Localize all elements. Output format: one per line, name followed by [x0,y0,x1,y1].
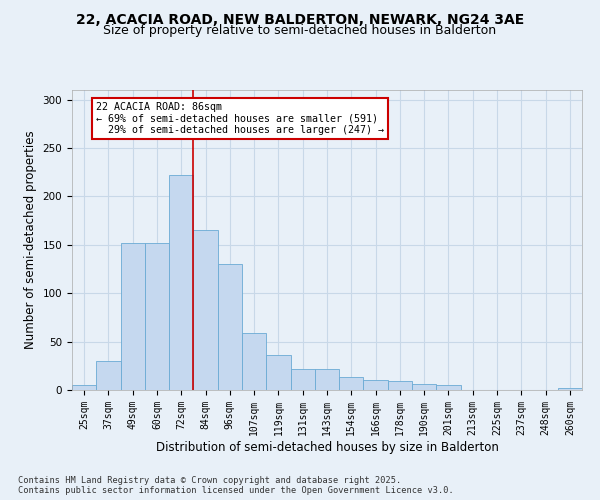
Bar [242,333,266,390]
Bar [290,368,315,390]
Bar [412,384,436,390]
Text: 22 ACACIA ROAD: 86sqm
← 69% of semi-detached houses are smaller (591)
  29% of s: 22 ACACIA ROAD: 86sqm ← 69% of semi-deta… [96,102,384,135]
Bar [339,378,364,390]
Bar [193,230,218,390]
Text: Size of property relative to semi-detached houses in Balderton: Size of property relative to semi-detach… [103,24,497,37]
Text: Contains HM Land Registry data © Crown copyright and database right 2025.
Contai: Contains HM Land Registry data © Crown c… [18,476,454,495]
Bar [145,243,169,390]
Bar [218,264,242,390]
Bar [266,355,290,390]
Y-axis label: Number of semi-detached properties: Number of semi-detached properties [24,130,37,350]
Bar [96,361,121,390]
Text: 22, ACACIA ROAD, NEW BALDERTON, NEWARK, NG24 3AE: 22, ACACIA ROAD, NEW BALDERTON, NEWARK, … [76,12,524,26]
Bar [364,380,388,390]
X-axis label: Distribution of semi-detached houses by size in Balderton: Distribution of semi-detached houses by … [155,440,499,454]
Bar [388,382,412,390]
Bar [169,175,193,390]
Bar [121,243,145,390]
Bar [558,388,582,390]
Bar [315,368,339,390]
Bar [436,385,461,390]
Bar [72,385,96,390]
